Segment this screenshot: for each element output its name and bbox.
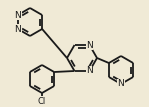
Text: N: N: [86, 41, 93, 50]
Text: Cl: Cl: [38, 97, 46, 106]
Text: N: N: [118, 80, 124, 88]
Text: N: N: [14, 25, 21, 33]
Text: N: N: [86, 66, 93, 76]
Text: N: N: [14, 10, 21, 19]
